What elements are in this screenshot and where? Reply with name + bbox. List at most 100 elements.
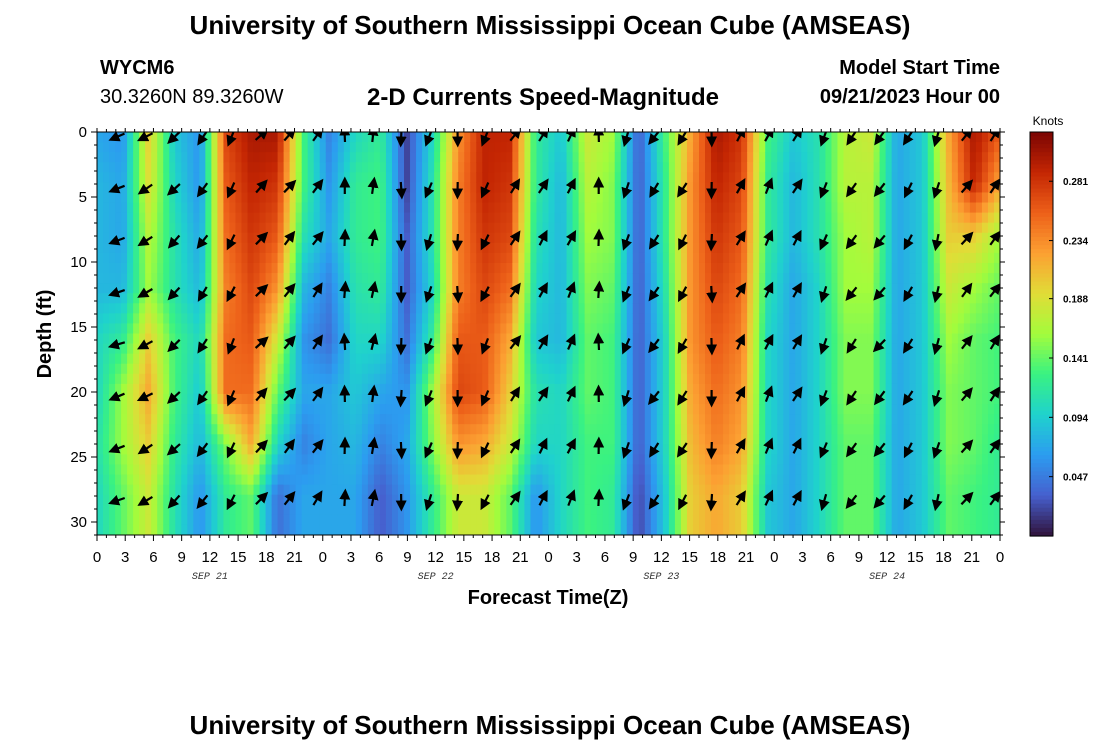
heatmap-cell [638,404,646,415]
heatmap-cell [518,514,526,526]
heatmap-cell [771,252,778,264]
heatmap-cell [416,323,423,335]
heatmap-cell [139,454,146,466]
heatmap-cell [578,373,586,385]
heatmap-cell [464,494,471,506]
heatmap-cell [638,393,646,405]
heatmap-cell [819,454,827,466]
heatmap-cell [121,353,128,365]
heatmap-cell [241,464,249,476]
heatmap-cell [223,373,231,385]
heatmap-cell [157,404,164,415]
heatmap-cell [608,353,616,365]
heatmap-cell [355,162,363,173]
heatmap-cell [626,192,634,204]
heatmap-cell [235,172,243,183]
heatmap-cell [205,283,212,294]
heatmap-cell [115,222,122,234]
heatmap-cell [109,182,116,194]
heatmap-cell [771,514,778,526]
heatmap-cell [181,393,188,405]
heatmap-cell [699,424,706,435]
heatmap-cell [831,383,839,395]
heatmap-cell [241,494,249,506]
heatmap-cell [602,514,610,526]
heatmap-cell [337,514,345,526]
heatmap-cell [379,313,387,325]
heatmap-cell [157,293,164,304]
heatmap-cell [422,464,429,476]
heatmap-cell [247,162,255,173]
heatmap-cell [283,142,291,153]
heatmap-cell [283,464,291,476]
heatmap-cell [759,212,766,224]
heatmap-cell [819,514,827,526]
heatmap-cell [434,212,441,224]
heatmap-cell [163,383,170,395]
heatmap-cell [554,192,562,204]
heatmap-cell [819,363,827,375]
heatmap-cell [241,363,249,375]
heatmap-cell [789,393,796,405]
heatmap-cell [313,464,321,476]
heatmap-cell [361,363,369,375]
heatmap-cell [747,273,754,284]
heatmap-cell [843,373,851,385]
heatmap-cell [157,494,164,506]
heatmap-cell [151,152,158,163]
heatmap-cell [644,132,652,143]
heatmap-cell [295,424,303,435]
heatmap-cell [367,313,375,325]
heatmap-cell [843,404,851,415]
heatmap-cell [723,484,730,496]
heatmap-cell [361,182,369,194]
heatmap-cell [729,424,736,435]
heatmap-cell [596,434,604,445]
heatmap-cell [253,152,261,163]
heatmap-cell [313,404,321,415]
heatmap-cell [650,454,658,466]
heatmap-cell [259,152,267,163]
heatmap-cell [422,212,429,224]
heatmap-cell [440,414,447,425]
heatmap-cell [512,212,519,224]
heatmap-cell [765,142,772,153]
heatmap-cell [825,212,833,224]
heatmap-cell [488,242,495,254]
heatmap-cell [199,162,206,173]
heatmap-cell [325,494,333,506]
heatmap-cell [632,212,640,224]
heatmap-cell [789,242,796,254]
heatmap-cell [819,464,827,476]
heatmap-cell [247,373,255,385]
heatmap-cell [789,192,796,204]
heatmap-cell [187,504,194,516]
heatmap-cell [410,252,417,264]
heatmap-cell [777,232,784,244]
heatmap-cell [825,293,833,304]
heatmap-cell [271,404,279,415]
heatmap-cell [831,323,839,335]
heatmap-cell [705,252,712,264]
heatmap-cell [656,313,664,325]
heatmap-cell [548,313,556,325]
heatmap-cell [343,212,351,224]
heatmap-cell [596,484,604,496]
heatmap-cell [398,373,405,385]
heatmap-cell [337,393,345,405]
heatmap-cell [169,363,176,375]
heatmap-cell [163,212,170,224]
heatmap-cell [729,514,736,526]
heatmap-cell [735,323,742,335]
heatmap-cell [548,142,556,153]
heatmap-cell [410,434,417,445]
heatmap-cell [735,162,742,173]
heatmap-cell [759,474,766,486]
heatmap-cell [536,202,544,214]
heatmap-cell [391,323,399,335]
heatmap-cell [524,373,532,385]
heatmap-cell [385,333,393,345]
heatmap-cell [470,162,477,173]
heatmap-cell [367,393,375,405]
heatmap-cell [680,414,688,425]
